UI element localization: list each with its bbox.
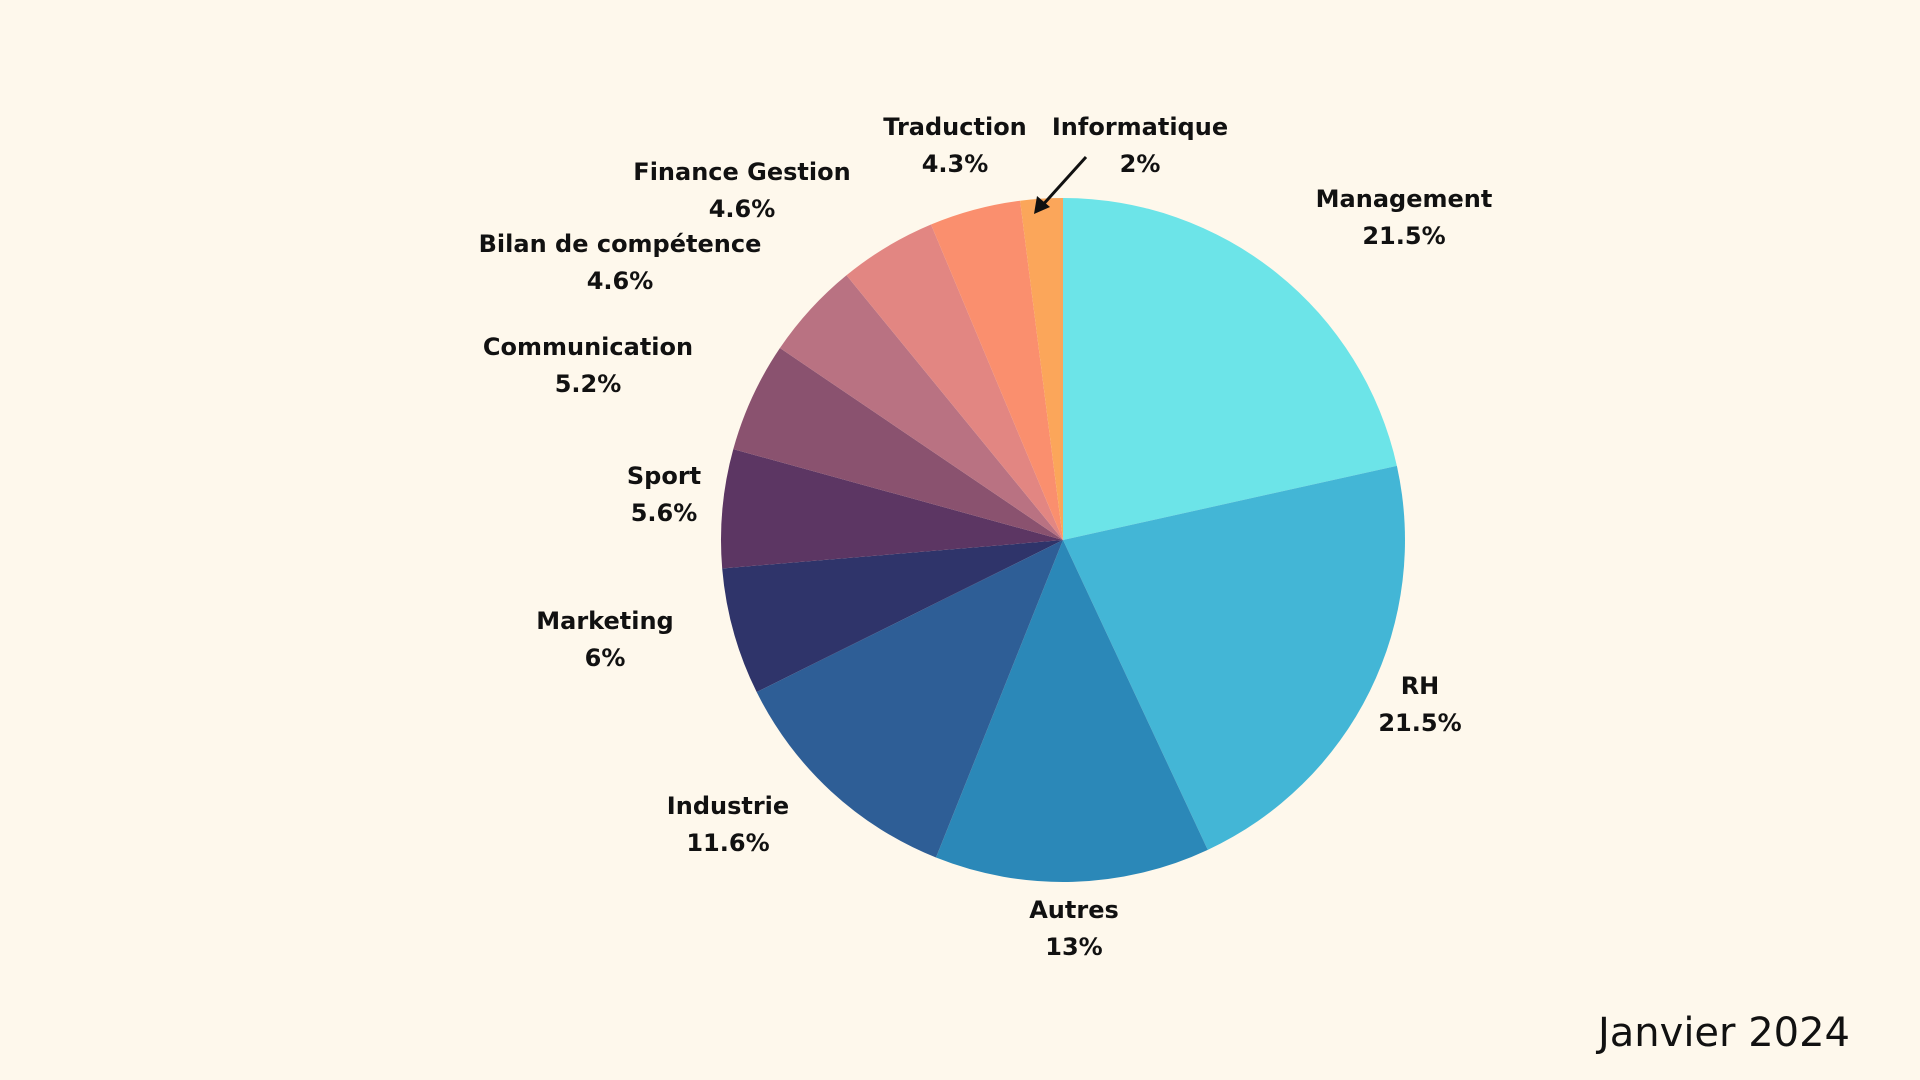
slice-value-communication: 5.2% (555, 370, 622, 398)
slice-value-industrie: 11.6% (686, 829, 769, 857)
pie-slice-bilan-de-competence (779, 275, 1063, 540)
slice-label-management: Management (1316, 185, 1493, 213)
pie-labels: Management 21.5% RH 21.5% Autres 13% Industrie… (479, 113, 1493, 961)
pie-slice-marketing (722, 540, 1063, 693)
slice-value-sport: 5.6% (631, 499, 698, 527)
footer-date: Janvier 2024 (1597, 1010, 1850, 1056)
pie-slice-communication (733, 348, 1063, 540)
slice-label-autres: Autres (1029, 896, 1119, 924)
slice-label-communication: Communication (483, 333, 693, 361)
pie-slice-autres (935, 540, 1208, 882)
slice-value-traduction: 4.3% (922, 150, 989, 178)
slice-label-sport: Sport (627, 462, 701, 490)
pie-slice-management (1063, 198, 1397, 540)
slice-value-marketing: 6% (585, 644, 626, 672)
slice-label-marketing: Marketing (536, 607, 673, 635)
pie-slice-industrie (756, 540, 1063, 858)
pie-slice-informatique (1020, 198, 1063, 540)
slice-label-finance-gestion: Finance Gestion (633, 158, 850, 186)
slice-label-bilan-de-competence: Bilan de compétence (479, 230, 762, 258)
informatique-arrow-head (1034, 196, 1050, 214)
slice-value-management: 21.5% (1362, 222, 1445, 250)
pie-slice-traduction (931, 200, 1063, 540)
slice-label-traduction: Traduction (883, 113, 1027, 141)
slice-label-industrie: Industrie (667, 792, 789, 820)
informatique-pointer-arrow (1038, 155, 1088, 210)
pie-slices (721, 198, 1405, 882)
slice-value-bilan-de-competence: 4.6% (587, 267, 654, 295)
slice-value-informatique: 2% (1120, 150, 1161, 178)
pie-slice-sport (721, 449, 1063, 569)
pie-slice-rh (1063, 465, 1405, 850)
slice-value-autres: 13% (1045, 933, 1102, 961)
slice-value-finance-gestion: 4.6% (709, 195, 776, 223)
slice-label-informatique: Informatique (1052, 113, 1228, 141)
slice-value-rh: 21.5% (1378, 709, 1461, 737)
slice-label-rh: RH (1401, 672, 1440, 700)
pie-slice-finance-gestion (846, 224, 1063, 540)
